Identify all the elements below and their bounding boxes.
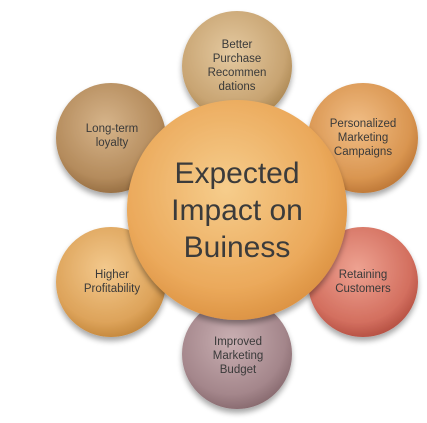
satellite-label-improved-marketing-budget: Improved Marketing Budget	[212, 336, 264, 376]
circle-layer	[56, 11, 418, 409]
satellite-label-purchase-recommendations: Better Purchase Recommen dations	[207, 39, 267, 93]
satellite-label-personalized-marketing: Personalized Marketing Campaigns	[329, 118, 397, 158]
satellite-circle-purchase-recommendations	[182, 11, 292, 121]
center-label: Expected Impact on Buiness	[171, 156, 303, 264]
satellite-label-long-term-loyalty: Long-term loyalty	[85, 123, 139, 149]
satellite-label-retaining-customers: Retaining Customers	[335, 269, 391, 295]
satellite-label-higher-profitability: Higher Profitability	[83, 269, 141, 295]
satellite-circle-improved-marketing-budget	[182, 299, 292, 409]
center-circle	[127, 100, 347, 320]
